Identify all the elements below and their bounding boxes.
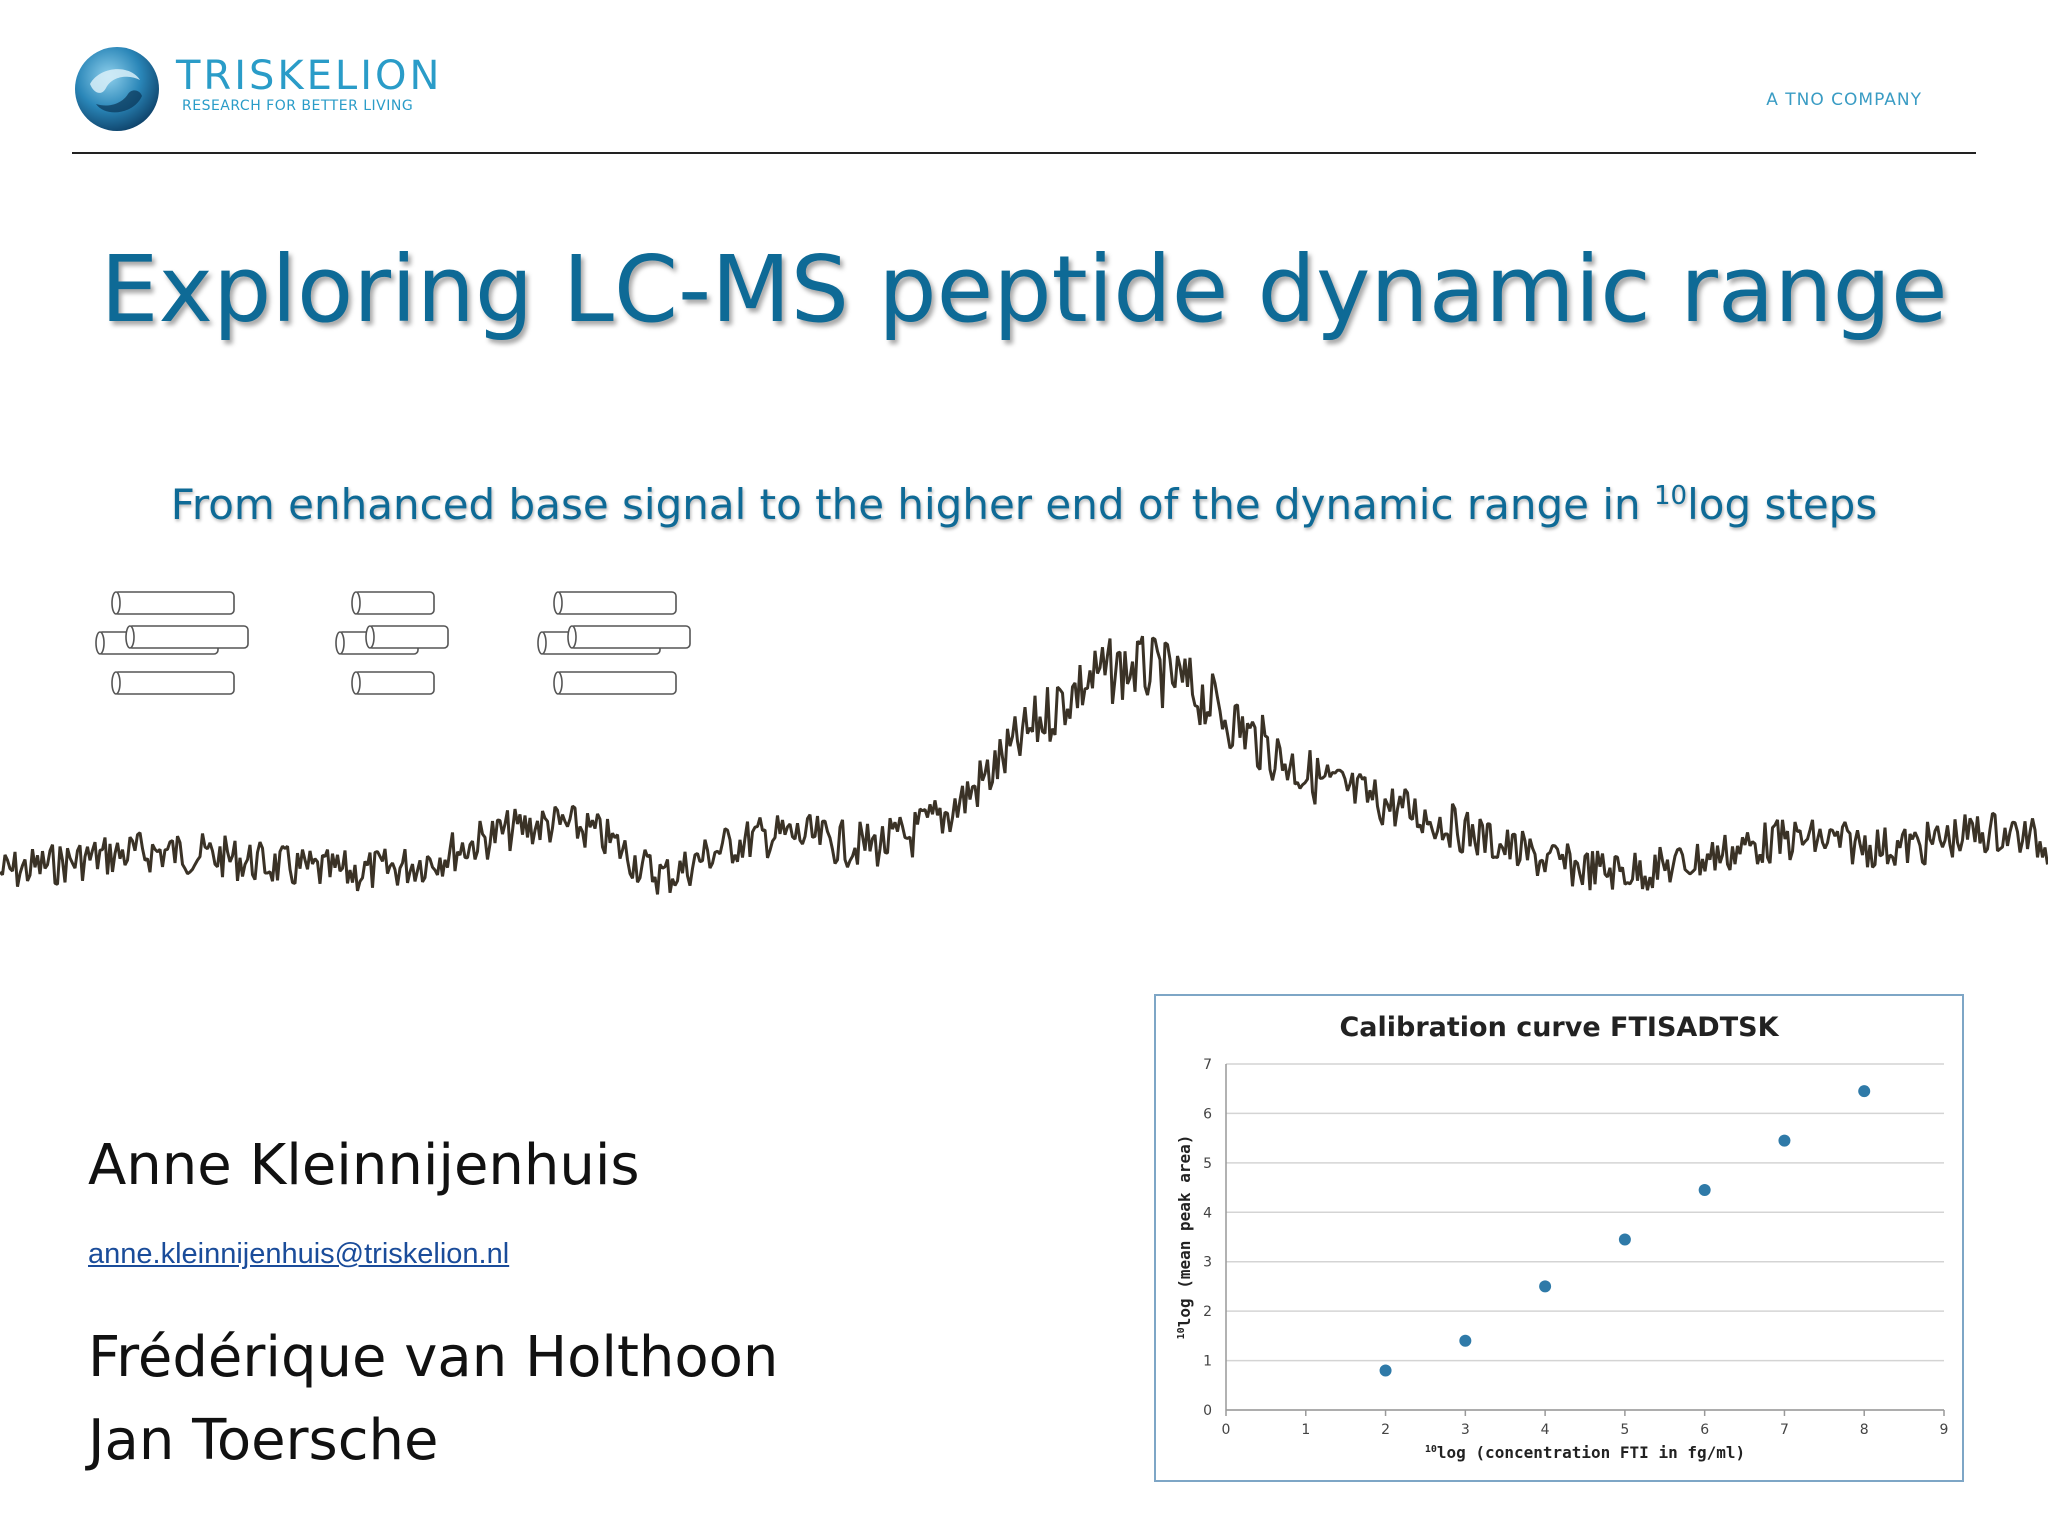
data-point [1858,1085,1871,1098]
subtitle-text-end: log steps [1687,480,1878,529]
x-tick-label: 5 [1620,1422,1629,1438]
author-email-link[interactable]: anne.kleinnijenhuis@triskelion.nl [88,1238,510,1270]
y-axis-label-superscript: 10 [1176,1327,1187,1339]
y-tick-label: 2 [1203,1304,1212,1320]
author-name-second: Frédérique van Holthoon [88,1325,779,1390]
calibration-chart-svg: Calibration curve FTISADTSK 0 1 2 3 4 5 6 7 0 1 2 3 4… [1175,1012,1949,1462]
calibration-chart: Calibration curve FTISADTSK 0 1 2 3 4 5 6 7 0 1 2 3 4… [1154,994,1964,1482]
column-group-3 [537,591,691,695]
subtitle-superscript: 10 [1654,481,1688,511]
y-tick-label: 5 [1203,1156,1212,1172]
x-axis-label: 10log (concentration FTI in fg/ml) [1425,1443,1745,1462]
data-point [1698,1184,1711,1197]
header-divider [72,152,1976,154]
x-tick-label: 1 [1301,1422,1310,1438]
brand-tagline: RESEARCH FOR BETTER LIVING [182,98,414,114]
slide-subtitle: From enhanced base signal to the higher … [0,468,2048,533]
data-point [1618,1233,1631,1246]
y-tick-label: 1 [1203,1354,1212,1370]
x-tick-label: 0 [1222,1422,1231,1438]
x-tick-label: 2 [1381,1422,1390,1438]
y-tick-label: 0 [1203,1403,1212,1419]
slide-header: TRISKELION RESEARCH FOR BETTER LIVING A … [0,0,2048,160]
author-name-primary: Anne Kleinnijenhuis [88,1133,640,1198]
x-axis-label-text: log (concentration FTI in fg/ml) [1437,1443,1745,1462]
y-tick-label: 7 [1203,1057,1212,1073]
y-tick-label: 3 [1203,1255,1212,1271]
x-tick-label: 3 [1461,1422,1470,1438]
data-point [1778,1134,1791,1147]
y-axis-label-text: log (mean peak area) [1175,1135,1194,1328]
data-point [1459,1334,1472,1347]
subtitle-text-start: From enhanced base signal to the higher … [170,480,1655,529]
y-tick-label: 6 [1203,1106,1212,1122]
brand-name: TRISKELION [176,53,443,99]
slide-title: Exploring LC-MS peptide dynamic range [100,236,1948,343]
x-tick-label: 8 [1860,1422,1869,1438]
data-point [1539,1280,1552,1293]
triskelion-logo-icon [75,47,159,131]
y-tick-label: 4 [1203,1205,1212,1221]
x-tick-label: 6 [1700,1422,1709,1438]
column-group-1 [95,591,249,695]
column-group-2 [335,591,449,695]
chromatography-columns-illustration [95,591,691,695]
chart-title: Calibration curve FTISADTSK [1339,1012,1779,1043]
data-point [1379,1364,1392,1377]
y-axis-label: 10log (mean peak area) [1175,1135,1194,1340]
company-note: A TNO COMPANY [1766,90,1922,110]
x-tick-label: 7 [1780,1422,1789,1438]
author-name-third: Jan Toersche [88,1408,439,1473]
ms-signal-trace [0,635,2048,895]
x-tick-label: 4 [1541,1422,1550,1438]
x-axis-label-superscript: 10 [1425,1444,1437,1455]
x-tick-label: 9 [1940,1422,1949,1438]
